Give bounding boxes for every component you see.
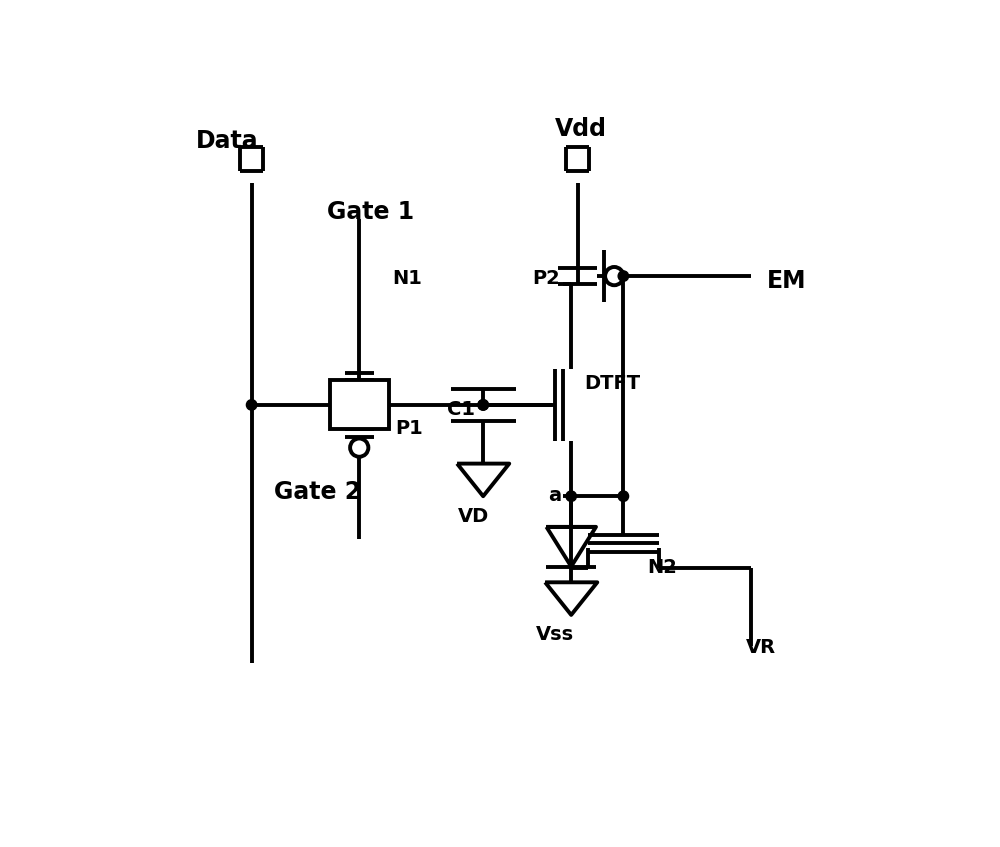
Text: VD: VD	[458, 507, 489, 526]
Circle shape	[478, 400, 488, 410]
Text: Vss: Vss	[536, 625, 574, 644]
Circle shape	[618, 271, 629, 281]
Circle shape	[618, 491, 629, 501]
Text: Gate 2: Gate 2	[274, 480, 362, 505]
Text: P1: P1	[395, 419, 423, 438]
Text: Data: Data	[196, 129, 259, 152]
Circle shape	[566, 491, 576, 501]
Text: Vdd: Vdd	[555, 117, 607, 141]
Text: EM: EM	[767, 269, 806, 293]
Text: a: a	[548, 486, 561, 505]
Text: DTFT: DTFT	[584, 374, 640, 393]
Text: Gate 1: Gate 1	[327, 200, 414, 224]
Bar	[330, 380, 389, 429]
Circle shape	[478, 400, 488, 410]
Text: N1: N1	[392, 269, 422, 288]
Text: VR: VR	[746, 638, 776, 656]
Circle shape	[246, 400, 257, 410]
Text: P2: P2	[532, 269, 560, 288]
Text: C1: C1	[447, 400, 475, 418]
Text: N2: N2	[648, 557, 677, 577]
